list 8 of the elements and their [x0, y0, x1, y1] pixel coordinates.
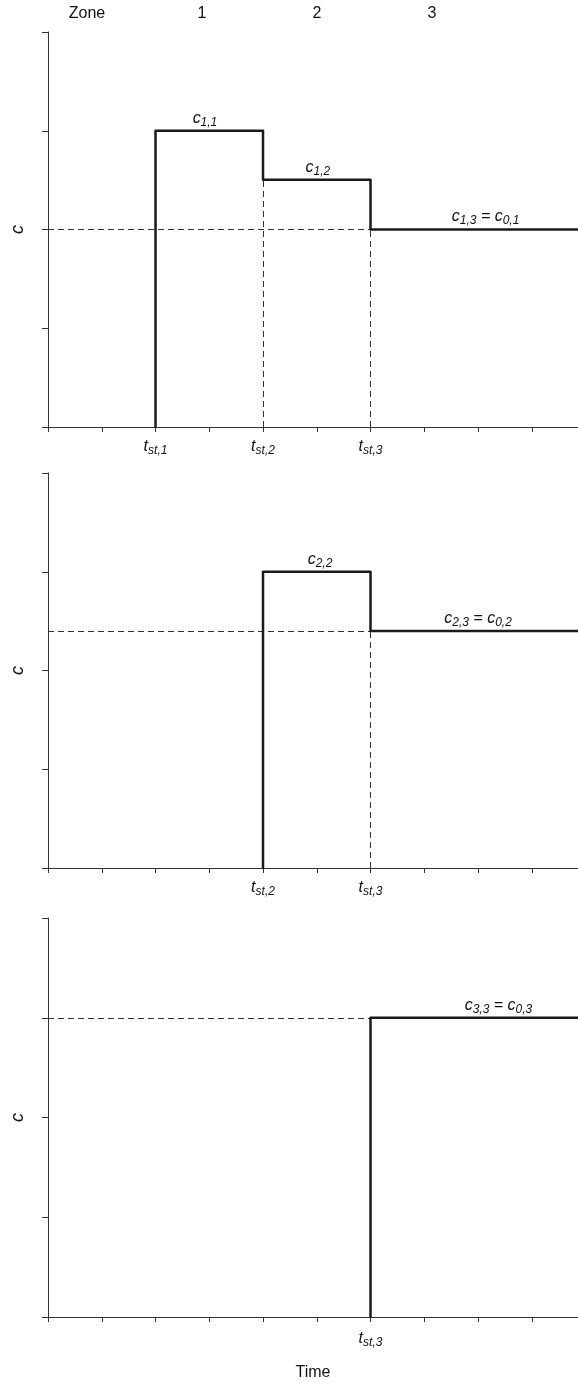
y-axis-title: c: [7, 1113, 27, 1122]
text: 2: [312, 3, 322, 21]
x-axis-title: Time: [295, 1362, 331, 1380]
text: 3: [427, 3, 437, 21]
y-axis-title: c: [7, 225, 27, 234]
text: Zone: [68, 3, 106, 21]
y-axis-title: c: [7, 666, 27, 675]
text: 1: [197, 3, 207, 21]
